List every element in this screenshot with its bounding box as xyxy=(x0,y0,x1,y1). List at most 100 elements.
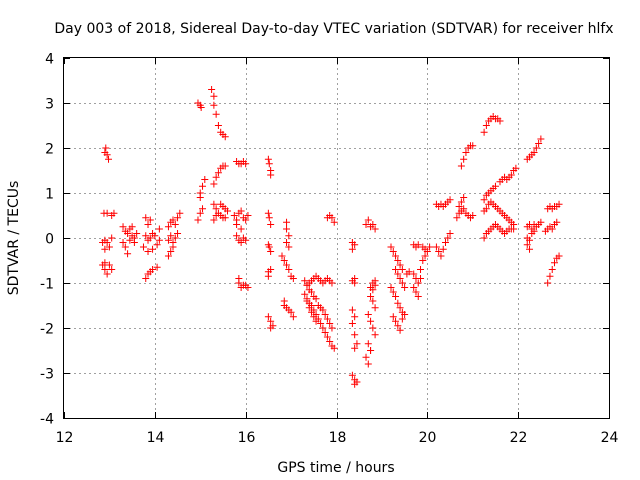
data-point xyxy=(151,232,159,240)
data-point xyxy=(369,286,377,294)
data-point xyxy=(285,266,293,273)
data-point xyxy=(323,315,331,323)
y-tick-label: -2 xyxy=(40,322,54,338)
data-point xyxy=(153,263,161,271)
data-point xyxy=(555,252,563,260)
data-point xyxy=(371,331,379,339)
data-point xyxy=(196,194,204,201)
data-point xyxy=(387,284,395,291)
data-point xyxy=(242,236,250,244)
data-point xyxy=(101,236,109,244)
data-point xyxy=(367,317,375,325)
data-point xyxy=(392,252,400,260)
x-tick-label: 12 xyxy=(56,430,74,446)
data-point xyxy=(267,171,275,179)
data-point xyxy=(212,173,220,181)
data-point xyxy=(417,266,425,273)
data-point xyxy=(267,221,275,228)
data-point xyxy=(455,203,463,210)
data-point xyxy=(394,299,402,307)
data-point xyxy=(285,243,293,251)
data-point xyxy=(392,293,400,300)
data-point xyxy=(244,284,252,291)
data-point xyxy=(537,135,545,143)
data-point xyxy=(224,207,231,215)
data-point xyxy=(394,257,402,264)
data-point xyxy=(174,230,182,237)
data-point xyxy=(369,297,377,305)
data-point xyxy=(264,272,272,280)
y-tick-label: -1 xyxy=(40,277,54,293)
data-point xyxy=(312,295,320,303)
data-point xyxy=(321,311,329,318)
data-point xyxy=(267,266,275,273)
data-point xyxy=(323,333,331,341)
data-point xyxy=(101,245,109,253)
y-tick-label: -4 xyxy=(40,412,54,428)
data-point xyxy=(237,225,245,233)
data-point xyxy=(364,360,372,368)
data-point xyxy=(512,164,520,172)
data-point xyxy=(171,221,179,228)
data-point xyxy=(214,169,222,177)
data-point xyxy=(491,182,499,190)
data-point xyxy=(348,245,356,253)
data-point xyxy=(210,101,218,109)
data-point xyxy=(446,230,454,237)
data-point xyxy=(453,214,461,222)
data-point xyxy=(482,205,490,213)
data-point xyxy=(101,259,109,267)
data-point xyxy=(351,279,359,287)
x-tick-label: 18 xyxy=(329,430,347,446)
data-point xyxy=(221,162,229,170)
data-point xyxy=(121,243,129,251)
data-point xyxy=(398,315,406,323)
data-point xyxy=(221,214,229,222)
data-point xyxy=(367,347,375,354)
y-tick-label: 3 xyxy=(45,97,54,113)
data-point xyxy=(210,200,218,208)
data-point xyxy=(414,293,422,300)
data-point xyxy=(398,266,406,273)
data-point xyxy=(308,308,316,316)
data-point xyxy=(264,313,272,321)
data-point xyxy=(387,243,395,251)
data-point xyxy=(264,209,272,217)
data-point xyxy=(174,214,182,222)
x-tick-label: 14 xyxy=(147,430,165,446)
data-point xyxy=(326,320,334,327)
data-point xyxy=(396,275,404,282)
data-point xyxy=(412,288,420,296)
data-point xyxy=(351,241,359,249)
data-point xyxy=(110,209,118,217)
data-point xyxy=(469,142,477,150)
x-tick-label: 24 xyxy=(601,430,619,446)
data-point xyxy=(149,266,157,273)
data-point xyxy=(280,297,288,305)
data-point xyxy=(155,225,163,233)
data-point xyxy=(401,311,409,318)
data-point xyxy=(348,371,356,379)
data-point xyxy=(396,304,404,312)
plot-frame xyxy=(63,57,610,419)
data-point xyxy=(389,288,397,296)
data-point xyxy=(214,122,222,129)
data-point xyxy=(283,218,291,226)
data-point xyxy=(319,324,327,332)
data-point xyxy=(242,216,250,224)
data-point xyxy=(267,248,275,255)
data-point xyxy=(351,344,359,352)
data-point xyxy=(419,257,427,264)
data-point xyxy=(264,155,272,163)
data-point xyxy=(364,311,372,318)
data-point xyxy=(244,212,252,219)
data-point xyxy=(303,297,311,305)
data-point xyxy=(237,207,245,215)
y-tick-label: 4 xyxy=(45,52,54,68)
data-point xyxy=(507,171,515,179)
data-point xyxy=(119,239,127,246)
data-point xyxy=(169,216,177,224)
data-point xyxy=(199,205,207,213)
data-point xyxy=(480,234,488,242)
data-point xyxy=(469,212,477,219)
